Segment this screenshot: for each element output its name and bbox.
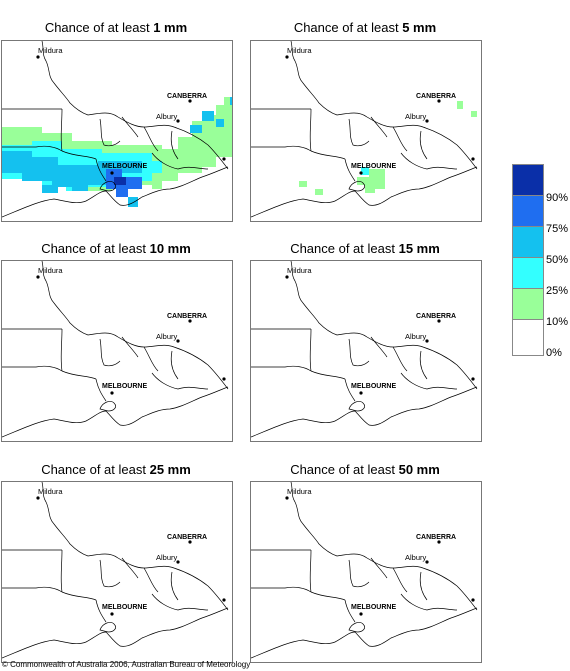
title-prefix: Chance of at least (293, 20, 403, 35)
label-mildura: Mildura (38, 46, 63, 55)
label-melbourne: MELBOURNE (351, 383, 396, 390)
place-markers (36, 275, 226, 395)
label-mildura: Mildura (287, 46, 312, 55)
place-markers (285, 275, 475, 395)
title-prefix: Chance of at least (41, 241, 150, 256)
label-albury: Albury (156, 553, 178, 562)
map-25mm: Mildura CANBERRA Albury MELBOURNE (1, 481, 233, 663)
title-amount: 5 mm (402, 20, 437, 35)
title-amount: 1 mm (153, 20, 188, 35)
map-15mm: Mildura CANBERRA Albury MELBOURNE (250, 260, 482, 442)
label-melbourne: MELBOURNE (351, 604, 396, 611)
label-albury: Albury (405, 112, 427, 121)
panel-title-15mm: Chance of at least 15 mm (249, 241, 481, 256)
title-prefix: Chance of at least (44, 20, 154, 35)
title-amount: 10 mm (149, 241, 191, 256)
label-albury: Albury (156, 332, 178, 341)
label-melbourne: MELBOURNE (102, 163, 147, 170)
map-svg: Mildura CANBERRA Albury MELBOURNE (2, 261, 229, 438)
legend-swatch-90 (513, 165, 543, 196)
legend-swatch-25 (513, 258, 543, 289)
label-mildura: Mildura (287, 266, 312, 275)
place-markers (36, 496, 226, 616)
label-canberra: CANBERRA (416, 534, 456, 541)
panel-title-10mm: Chance of at least 10 mm (0, 241, 232, 256)
title-amount: 15 mm (398, 241, 440, 256)
map-svg: Mildura CANBERRA Albury MELBOURNE (251, 482, 478, 659)
map-svg: Mildura CANBERRA Albury MELBOURNE (251, 261, 478, 438)
label-mildura: Mildura (287, 487, 312, 496)
label-albury: Albury (405, 553, 427, 562)
label-canberra: CANBERRA (167, 534, 207, 541)
legend-label-75: 75% (546, 223, 569, 235)
title-prefix: Chance of at least (290, 462, 399, 477)
state-borders (2, 41, 229, 218)
panel-title-1mm: Chance of at least 1 mm (0, 20, 232, 35)
place-markers (285, 496, 475, 616)
legend-swatch-50 (513, 227, 543, 258)
map-10mm: Mildura CANBERRA Albury MELBOURNE (1, 260, 233, 442)
label-canberra: CANBERRA (167, 313, 207, 320)
title-prefix: Chance of at least (41, 462, 150, 477)
label-albury: Albury (156, 112, 178, 121)
legend-swatch-75 (513, 196, 543, 227)
probability-legend (512, 164, 544, 356)
panel-title-25mm: Chance of at least 25 mm (0, 462, 232, 477)
copyright-notice: © Commonwealth of Australia 2006, Austra… (2, 660, 251, 669)
state-borders (2, 261, 229, 438)
place-markers (285, 55, 475, 175)
panel-title-50mm: Chance of at least 50 mm (249, 462, 481, 477)
legend-label-25: 25% (546, 285, 569, 297)
place-markers (36, 55, 226, 175)
map-50mm: Mildura CANBERRA Albury MELBOURNE (250, 481, 482, 663)
legend-label-90: 90% (546, 192, 569, 204)
label-mildura: Mildura (38, 266, 63, 275)
label-albury: Albury (405, 332, 427, 341)
rain-shading-1mm (2, 97, 232, 207)
label-canberra: CANBERRA (167, 93, 207, 100)
state-borders (251, 482, 478, 659)
rain-shading-5mm (299, 101, 477, 195)
state-borders (251, 41, 478, 218)
title-prefix: Chance of at least (290, 241, 399, 256)
label-melbourne: MELBOURNE (102, 604, 147, 611)
map-1mm: Mildura CANBERRA Albury MELBOURNE (1, 40, 233, 222)
title-amount: 50 mm (398, 462, 440, 477)
label-melbourne: MELBOURNE (102, 383, 147, 390)
map-svg: Mildura CANBERRA Albury MELBOURNE (2, 482, 229, 659)
label-canberra: CANBERRA (416, 93, 456, 100)
panel-title-5mm: Chance of at least 5 mm (249, 20, 481, 35)
legend-label-0: 0% (546, 347, 562, 359)
label-canberra: CANBERRA (416, 313, 456, 320)
map-5mm: Mildura CANBERRA Albury MELBOURNE (250, 40, 482, 222)
label-mildura: Mildura (38, 487, 63, 496)
state-borders (2, 482, 229, 659)
title-amount: 25 mm (149, 462, 191, 477)
label-melbourne: MELBOURNE (351, 163, 396, 170)
legend-swatch-0 (513, 320, 543, 355)
state-borders (251, 261, 478, 438)
legend-label-50: 50% (546, 254, 569, 266)
legend-swatch-10 (513, 289, 543, 320)
map-svg: Mildura CANBERRA Albury MELBOURNE (251, 41, 478, 218)
legend-label-10: 10% (546, 316, 569, 328)
map-svg: Mildura CANBERRA Albury MELBOURNE (2, 41, 232, 218)
